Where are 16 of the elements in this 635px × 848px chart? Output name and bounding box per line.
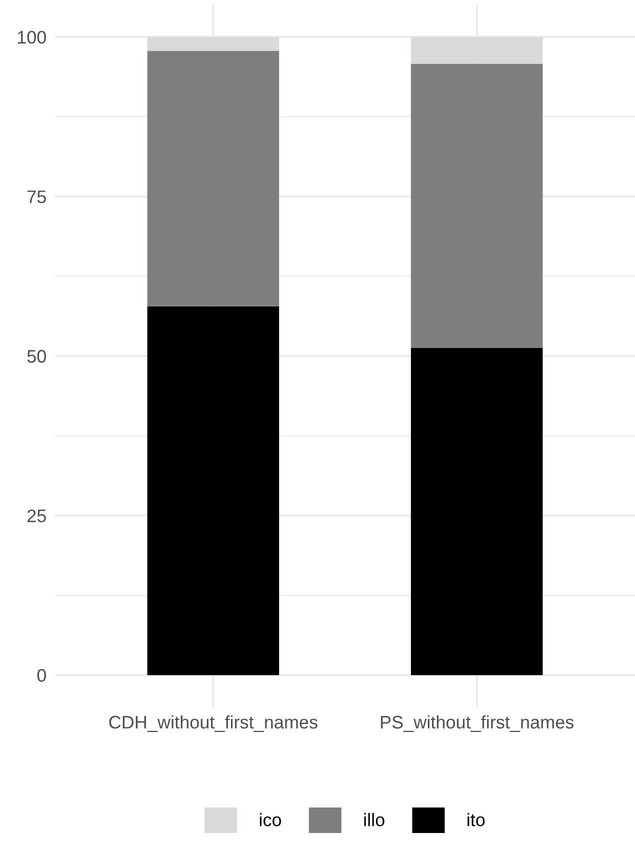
y-tick-label: 100 (18, 30, 46, 44)
legend-label: illo (364, 813, 384, 826)
bar (410, 64, 543, 348)
x-tick-label: PS_without_first_names (380, 715, 574, 732)
y-tick-label: 75 (28, 190, 46, 204)
bar (147, 306, 280, 676)
y-tick-label: 25 (27, 509, 46, 522)
bar (410, 348, 543, 676)
x-tick-label: CDH_without_first_names (109, 715, 318, 732)
y-tick-label: 50 (27, 350, 46, 363)
y-tick-label: 0 (37, 669, 46, 682)
legend-label: ico (260, 813, 282, 826)
bar (147, 36, 280, 51)
bar (410, 36, 543, 64)
bar (147, 50, 280, 306)
legend-label: ito (468, 813, 485, 826)
